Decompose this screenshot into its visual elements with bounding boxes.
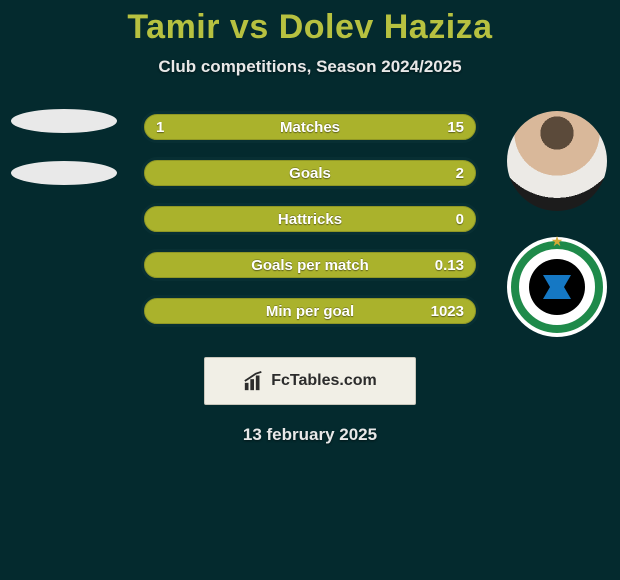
stat-label: Matches bbox=[280, 119, 340, 136]
stat-right-value: 15 bbox=[447, 119, 464, 136]
page-title: Tamir vs Dolev Haziza bbox=[0, 0, 620, 47]
stats-bars: 1 Matches 15 Goals 2 Hattricks 0 Goals p… bbox=[141, 111, 479, 327]
fctables-logo[interactable]: FcTables.com bbox=[204, 357, 416, 405]
stat-left-value: 1 bbox=[156, 119, 164, 136]
stat-bar-min-per-goal: Min per goal 1023 bbox=[141, 295, 479, 327]
stat-label: Min per goal bbox=[266, 303, 354, 320]
stat-right-value: 2 bbox=[456, 165, 464, 182]
stat-bar-goals-per-match: Goals per match 0.13 bbox=[141, 249, 479, 281]
stat-label: Hattricks bbox=[278, 211, 342, 228]
comparison-date: 13 february 2025 bbox=[0, 425, 620, 445]
stat-bar-matches: 1 Matches 15 bbox=[141, 111, 479, 143]
right-player-club-badge: ★ bbox=[507, 237, 607, 337]
right-player-avatar bbox=[507, 111, 607, 211]
chart-icon bbox=[243, 370, 265, 392]
stat-bar-goals: Goals 2 bbox=[141, 157, 479, 189]
stat-right-value: 0 bbox=[456, 211, 464, 228]
stat-label: Goals per match bbox=[251, 257, 369, 274]
stat-bar-hattricks: Hattricks 0 bbox=[141, 203, 479, 235]
left-player-column bbox=[4, 109, 124, 213]
stat-right-value: 1023 bbox=[431, 303, 464, 320]
subtitle: Club competitions, Season 2024/2025 bbox=[0, 57, 620, 77]
stat-label: Goals bbox=[289, 165, 331, 182]
left-player-club-placeholder bbox=[11, 161, 117, 185]
fctables-logo-text: FcTables.com bbox=[271, 372, 377, 390]
comparison-content: ★ 1 Matches 15 Goals 2 Hattricks 0 Goals… bbox=[0, 111, 620, 327]
right-player-column: ★ bbox=[502, 111, 612, 337]
left-player-avatar-placeholder bbox=[11, 109, 117, 133]
stat-right-value: 0.13 bbox=[435, 257, 464, 274]
